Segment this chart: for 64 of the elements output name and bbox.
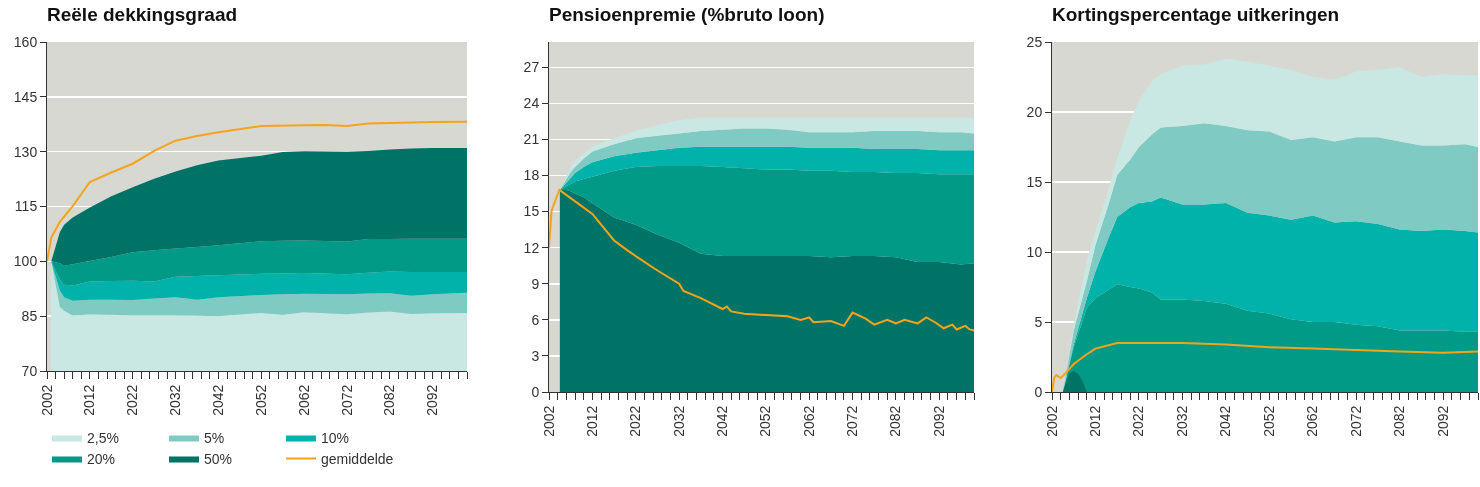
chart-title: Pensioenpremie (%bruto loon) xyxy=(549,3,825,25)
x-tick-label: 2042 xyxy=(1217,405,1234,437)
legend-label: 5% xyxy=(204,429,225,446)
y-tick-label: 10 xyxy=(1026,243,1043,260)
y-tick-label: 0 xyxy=(1034,383,1043,400)
x-tick-label: 2062 xyxy=(1304,405,1321,437)
x-tick-label: 2052 xyxy=(252,384,269,416)
chart-title: Reële dekkingsgraad xyxy=(47,3,238,25)
x-tick-label: 2042 xyxy=(209,384,226,416)
y-tick-label: 0 xyxy=(531,383,540,400)
x-tick-label: 2062 xyxy=(295,384,312,416)
x-tick-label: 2092 xyxy=(1434,405,1451,437)
legend-label: 10% xyxy=(321,429,350,446)
y-tick-label: 70 xyxy=(21,362,38,379)
y-tick-label: 27 xyxy=(523,59,540,76)
line-series xyxy=(549,188,974,332)
x-tick-label: 2072 xyxy=(1347,405,1364,437)
y-tick-label: 100 xyxy=(13,253,38,270)
y-tick-label: 9 xyxy=(531,275,540,292)
x-tick-label: 2012 xyxy=(583,405,600,437)
legend-label: 2,5% xyxy=(87,429,119,446)
y-tick-label: 3 xyxy=(531,347,540,364)
x-tick-label: 2072 xyxy=(844,405,861,437)
chart-title: Kortingspercentage uitkeringen xyxy=(1052,3,1340,25)
x-tick-label: 2002 xyxy=(1043,405,1060,437)
x-tick-label: 2032 xyxy=(670,405,687,437)
y-tick-label: 18 xyxy=(523,167,540,184)
y-tick-label: 130 xyxy=(13,143,38,160)
x-tick-label: 2082 xyxy=(887,405,904,437)
x-tick-label: 2092 xyxy=(424,384,441,416)
x-tick-label: 2052 xyxy=(1260,405,1277,437)
x-tick-label: 2012 xyxy=(81,384,98,416)
x-tick-label: 2022 xyxy=(124,384,141,416)
y-tick-label: 85 xyxy=(21,308,38,325)
x-tick-label: 2032 xyxy=(167,384,184,416)
y-tick-label: 15 xyxy=(1026,173,1043,190)
y-tick-label: 145 xyxy=(13,88,38,105)
x-tick-label: 2052 xyxy=(757,405,774,437)
y-tick-label: 160 xyxy=(13,33,38,50)
legend-label: gemiddelde xyxy=(321,451,394,468)
x-tick-label: 2062 xyxy=(800,405,817,437)
x-tick-label: 2002 xyxy=(38,384,55,416)
x-tick-label: 2082 xyxy=(1391,405,1408,437)
y-tick-label: 12 xyxy=(523,239,540,256)
x-tick-label: 2032 xyxy=(1173,405,1190,437)
x-tick-label: 2042 xyxy=(714,405,731,437)
x-tick-label: 2092 xyxy=(930,405,947,437)
y-tick-label: 115 xyxy=(14,198,38,215)
y-tick-label: 21 xyxy=(523,131,540,148)
y-tick-label: 6 xyxy=(531,311,540,328)
x-tick-label: 2022 xyxy=(1130,405,1147,437)
y-tick-label: 5 xyxy=(1034,313,1043,330)
x-tick-label: 2082 xyxy=(381,384,398,416)
legend-label: 50% xyxy=(204,451,233,468)
y-tick-label: 24 xyxy=(523,95,540,112)
y-tick-label: 25 xyxy=(1026,33,1043,50)
x-tick-label: 2072 xyxy=(338,384,355,416)
x-tick-label: 2012 xyxy=(1087,405,1104,437)
y-tick-label: 20 xyxy=(1026,103,1043,120)
legend-label: 20% xyxy=(87,451,116,468)
y-tick-label: 15 xyxy=(523,203,540,220)
line-series xyxy=(47,120,467,263)
x-tick-label: 2002 xyxy=(540,405,557,437)
x-tick-label: 2022 xyxy=(627,405,644,437)
